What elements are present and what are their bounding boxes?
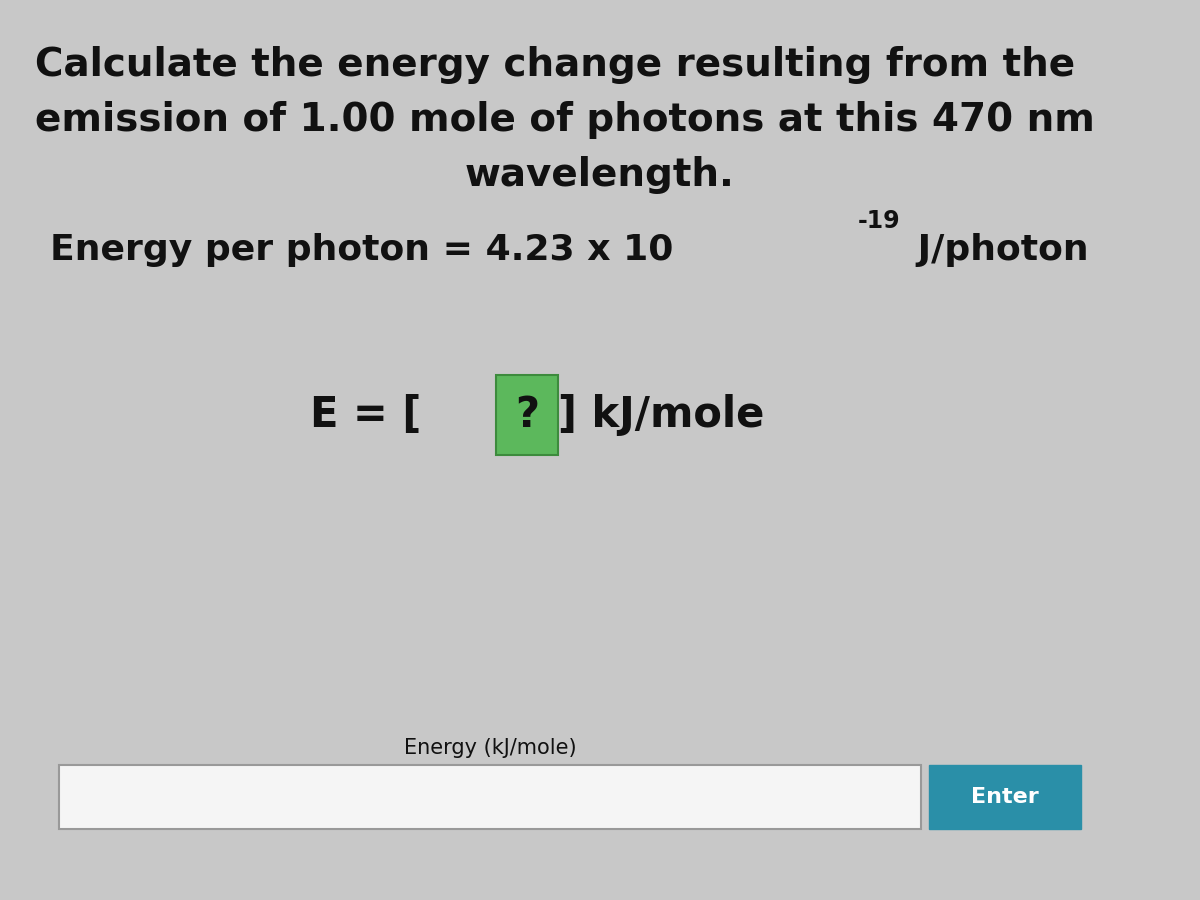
FancyBboxPatch shape [59, 765, 922, 829]
Text: Enter: Enter [971, 787, 1039, 807]
Text: emission of 1.00 mole of photons at this 470 nm: emission of 1.00 mole of photons at this… [35, 101, 1094, 139]
Text: ?: ? [515, 394, 539, 436]
Text: -19: -19 [858, 209, 901, 233]
Text: J/photon: J/photon [905, 233, 1088, 267]
Text: E = [: E = [ [310, 394, 421, 436]
Text: Energy (kJ/mole): Energy (kJ/mole) [403, 738, 576, 758]
Text: ] kJ/mole: ] kJ/mole [558, 394, 764, 436]
Text: Energy per photon = 4.23 x 10: Energy per photon = 4.23 x 10 [50, 233, 673, 267]
Text: Calculate the energy change resulting from the: Calculate the energy change resulting fr… [35, 46, 1075, 84]
FancyBboxPatch shape [496, 375, 558, 455]
Text: wavelength.: wavelength. [466, 156, 734, 194]
FancyBboxPatch shape [929, 765, 1081, 829]
